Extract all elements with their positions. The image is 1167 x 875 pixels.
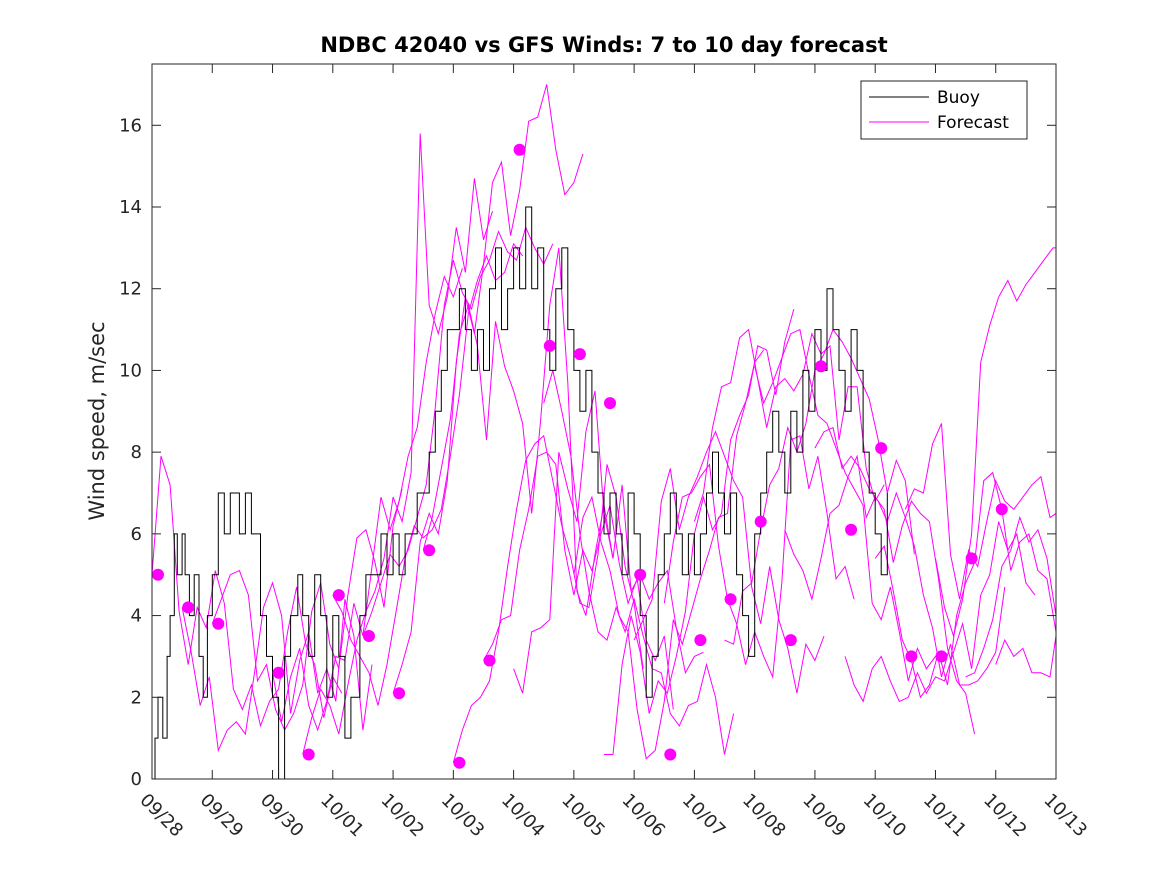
forecast-marker-5 [302, 748, 315, 761]
forecast-line-25 [904, 423, 1057, 600]
legend: Buoy Forecast [860, 80, 1028, 140]
forecast-marker-16 [634, 568, 647, 581]
series-layer [151, 84, 1057, 780]
y-tick-label-10: 10 [119, 360, 142, 381]
y-tick-label-4: 4 [131, 606, 142, 627]
forecast-marker-10 [453, 756, 466, 769]
forecast-marker-9 [423, 544, 436, 557]
forecast-marker-1 [152, 568, 164, 581]
y-tick-label-8: 8 [131, 442, 142, 463]
forecast-marker-7 [363, 630, 375, 642]
forecast-line-16 [633, 430, 825, 694]
y-tick-label-12: 12 [119, 279, 142, 300]
forecast-marker-23 [845, 523, 858, 536]
forecast-line-17 [663, 435, 855, 679]
plot-area [152, 64, 1056, 779]
forecast-marker-3 [212, 617, 225, 630]
y-axis-label: Wind speed, m/sec [85, 321, 109, 520]
legend-forecast-label: Forecast [937, 113, 1009, 133]
buoy-line [152, 206, 888, 780]
forecast-line-5 [302, 133, 493, 755]
forecast-marker-2 [182, 601, 195, 614]
forecast-line-23 [844, 521, 1036, 703]
forecast-marker-27 [965, 552, 978, 565]
forecast-line-4 [272, 268, 463, 732]
forecast-marker-24 [875, 442, 888, 455]
forecast-marker-19 [724, 593, 737, 606]
forecast-line-26 [935, 247, 1056, 638]
forecast-marker-18 [694, 634, 707, 647]
forecast-marker-12 [513, 143, 526, 156]
forecast-line-15 [604, 308, 795, 755]
forecast-line-13 [543, 370, 735, 755]
y-tick-label-14: 14 [119, 197, 142, 218]
forecast-marker-14 [573, 348, 586, 361]
forecast-line-22 [814, 426, 1006, 686]
y-tick-label-6: 6 [131, 524, 142, 545]
forecast-marker-4 [272, 666, 285, 679]
legend-buoy-label: Buoy [937, 88, 980, 108]
forecast-marker-25 [905, 650, 918, 663]
axes-box [151, 63, 1057, 780]
forecast-line-11 [483, 451, 674, 710]
legend-box [860, 80, 1028, 140]
forecast-line-12 [513, 390, 704, 694]
chart-title: NDBC 42040 vs GFS Winds: 7 to 10 day for… [320, 33, 887, 57]
forecast-marker-layer [152, 143, 1008, 769]
y-tick-label-0: 0 [131, 769, 142, 790]
forecast-line-28 [995, 635, 1057, 678]
forecast-marker-15 [604, 397, 616, 410]
forecast-marker-26 [935, 650, 948, 663]
forecast-marker-20 [754, 515, 767, 528]
forecast-marker-21 [784, 634, 797, 647]
forecast-marker-13 [543, 339, 556, 352]
y-tick-label-2: 2 [131, 687, 142, 708]
forecast-line-1 [151, 456, 343, 728]
forecast-line-24 [874, 471, 1057, 699]
forecast-marker-6 [332, 589, 345, 602]
forecast-line-9 [422, 247, 614, 616]
forecast-line-2 [181, 581, 373, 753]
forecast-marker-22 [815, 360, 827, 373]
forecast-marker-28 [995, 503, 1008, 516]
forecast-line-14 [573, 349, 765, 760]
forecast-line-8 [392, 84, 584, 694]
forecast-marker-17 [664, 748, 677, 761]
forecast-line-10 [452, 434, 644, 763]
forecast-line-7 [362, 225, 554, 637]
forecast-line-27 [965, 515, 1057, 678]
forecast-line-3 [211, 488, 403, 732]
y-tick-label-16: 16 [119, 115, 142, 136]
forecast-line-18 [693, 328, 885, 522]
forecast-marker-11 [483, 654, 496, 667]
forecast-line-21 [784, 454, 976, 735]
forecast-marker-8 [393, 687, 406, 700]
